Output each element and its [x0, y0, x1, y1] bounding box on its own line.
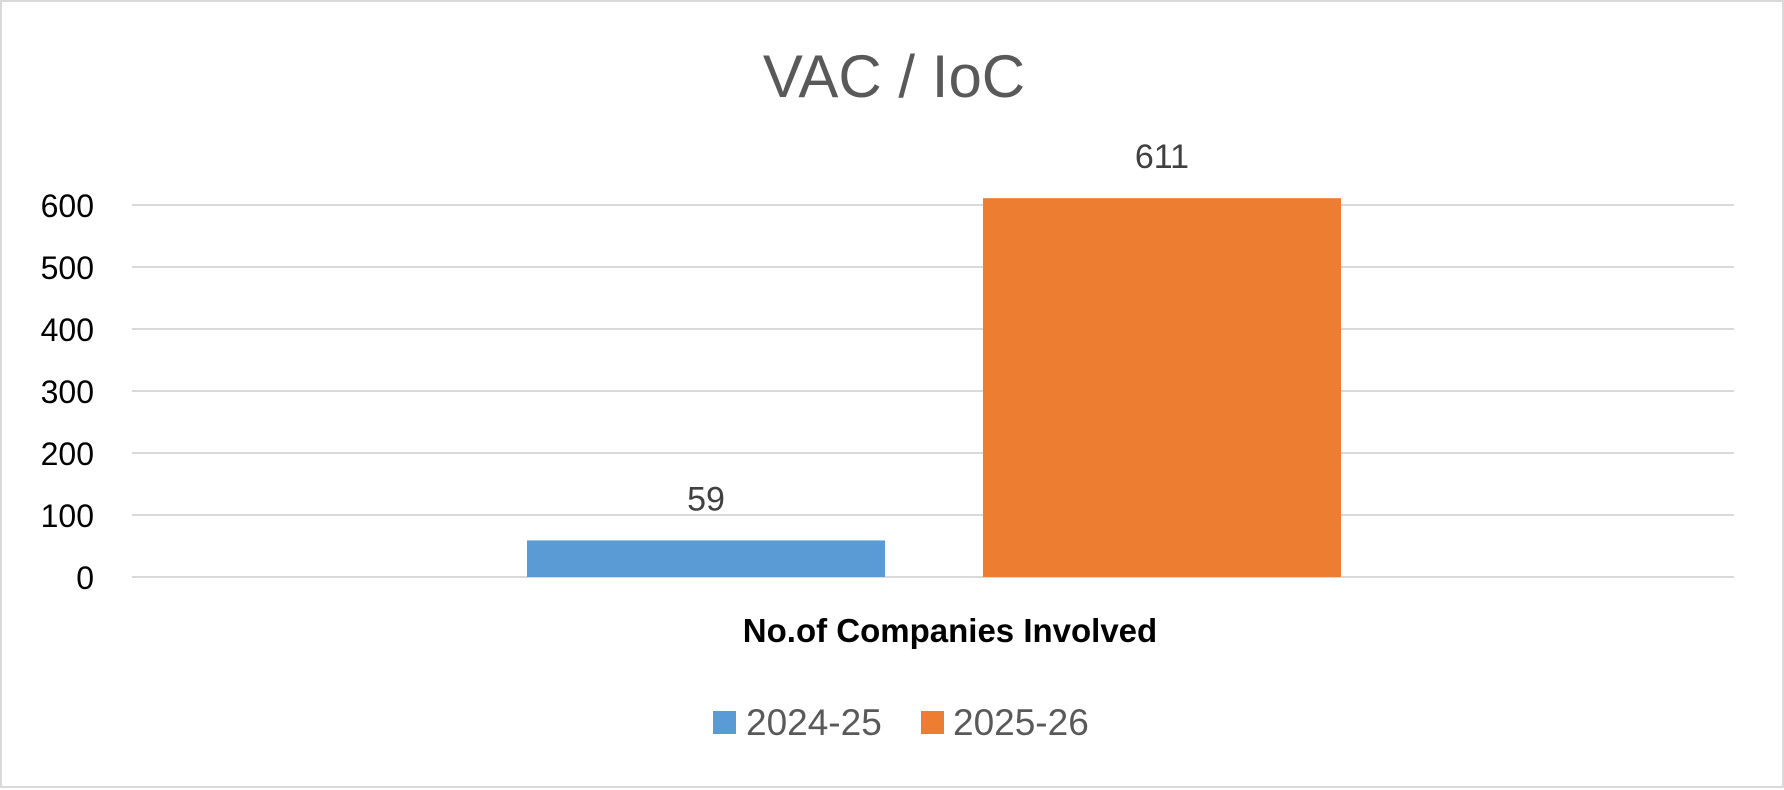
category-label: No.of Companies Involved — [743, 612, 1157, 649]
y-tick-label: 200 — [41, 436, 94, 472]
y-tick-label: 500 — [41, 250, 94, 286]
legend: 2024-25 2025-26 — [713, 702, 1089, 743]
legend-swatch — [713, 711, 736, 734]
y-tick-label: 300 — [41, 374, 94, 410]
legend-swatch — [921, 711, 944, 734]
y-tick-label: 600 — [41, 188, 94, 224]
bars — [527, 198, 1341, 577]
data-labels: 59 611 — [687, 138, 1189, 518]
y-tick-label: 400 — [41, 312, 94, 348]
bar-2025-26 — [983, 198, 1341, 577]
data-label: 611 — [1135, 138, 1189, 176]
data-label: 59 — [687, 480, 725, 518]
legend-label: 2025-26 — [953, 702, 1089, 743]
y-tick-label: 0 — [76, 560, 94, 596]
y-axis-ticks: 0 100 200 300 400 500 600 — [41, 188, 94, 596]
gridlines — [132, 204, 1734, 578]
y-tick-label: 100 — [41, 498, 94, 534]
legend-label: 2024-25 — [746, 702, 882, 743]
chart-title: VAC / IoC — [763, 43, 1025, 110]
bar-2024-25 — [527, 540, 885, 577]
